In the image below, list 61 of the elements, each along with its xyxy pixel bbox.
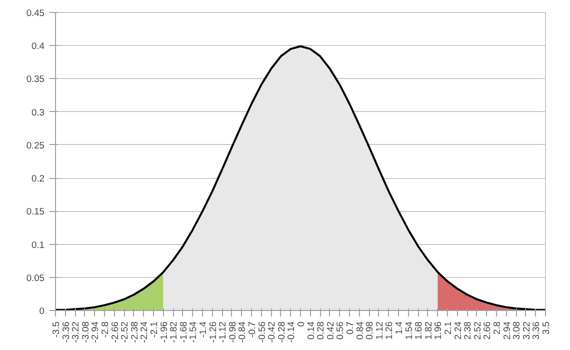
x-tick-label: 1.54	[404, 322, 414, 340]
x-tick-label: -2.52	[120, 321, 130, 343]
x-tick-label: -1.82	[168, 321, 179, 343]
x-tick-label: -1.54	[188, 321, 198, 343]
x-tick-label: -0.14	[286, 321, 296, 343]
x-tick-label: 2.24	[452, 322, 463, 340]
x-tick-label: 0.42	[325, 322, 336, 340]
y-tick-label: 0.45	[26, 8, 44, 18]
x-tick-label: -0.28	[276, 321, 286, 343]
y-tick-label: 0.2	[32, 174, 44, 184]
x-tick-label: 1.4	[394, 322, 404, 334]
x-tick-label: -0.7	[247, 321, 257, 338]
x-tick-label: 3.36	[531, 322, 542, 340]
x-tick-label: 1.82	[423, 322, 434, 340]
y-tick-label: 0.35	[26, 74, 44, 84]
x-tick-label: -1.96	[158, 321, 169, 343]
y-tick-label: 0.4	[32, 41, 44, 52]
x-tick-label: 2.1	[443, 322, 453, 334]
x-tick-label: -2.1	[149, 321, 159, 338]
x-tick-label: -3.5	[51, 321, 61, 338]
x-tick-label: 1.12	[374, 322, 384, 340]
x-tick-label: -2.8	[100, 321, 110, 338]
x-tick-label: 0.14	[306, 322, 316, 340]
x-tick-label: -3.36	[60, 321, 71, 343]
x-tick-label: 2.94	[502, 322, 512, 340]
x-tick-label: 1.26	[384, 322, 394, 340]
y-tick-label: 0.15	[26, 206, 44, 217]
x-tick-label: -3.22	[70, 321, 81, 343]
x-tick-label: 0.56	[335, 322, 346, 340]
x-tick-label: 3.5	[541, 322, 551, 334]
x-tick-label: -1.4	[198, 321, 208, 338]
y-tick-label: 0.25	[26, 140, 44, 150]
x-tick-label: -1.26	[208, 321, 218, 343]
x-tick-label: 0.98	[364, 322, 375, 340]
x-tick-label: -0.56	[256, 321, 267, 343]
x-tick-label: -0.98	[227, 321, 238, 343]
x-tick-label: 2.66	[482, 322, 492, 340]
x-tick-label: 1.68	[414, 322, 424, 340]
x-tick-label: 1.96	[433, 322, 444, 340]
x-tick-label: -3.08	[80, 321, 90, 343]
x-tick-label: 0	[296, 321, 306, 327]
x-tick-label: 3.08	[512, 322, 522, 340]
x-tick-label: -2.66	[110, 321, 120, 343]
x-tick-label: 0.28	[316, 322, 326, 340]
y-tick-label: 0.05	[26, 272, 44, 283]
x-tick-label: -1.68	[178, 321, 188, 343]
x-tick-label: -2.94	[90, 321, 100, 343]
x-tick-label: 3.22	[521, 322, 532, 340]
x-tick-label: -2.24	[139, 321, 150, 343]
x-tick-label: 2.52	[472, 322, 482, 340]
y-tick-label: 0.1	[32, 240, 44, 250]
x-tick-label: -0.84	[237, 321, 248, 343]
x-tick-label: 2.8	[492, 322, 502, 334]
y-tick-label: 0	[39, 306, 45, 316]
x-tick-label: -2.38	[129, 321, 140, 343]
y-tick-label: 0.3	[32, 107, 44, 118]
x-tick-label: 2.38	[462, 322, 473, 340]
x-tick-label: -1.12	[218, 321, 228, 343]
x-tick-label: 0.7	[345, 322, 355, 334]
x-tick-label: 0.84	[354, 322, 365, 340]
x-tick-label: -0.42	[266, 321, 277, 343]
